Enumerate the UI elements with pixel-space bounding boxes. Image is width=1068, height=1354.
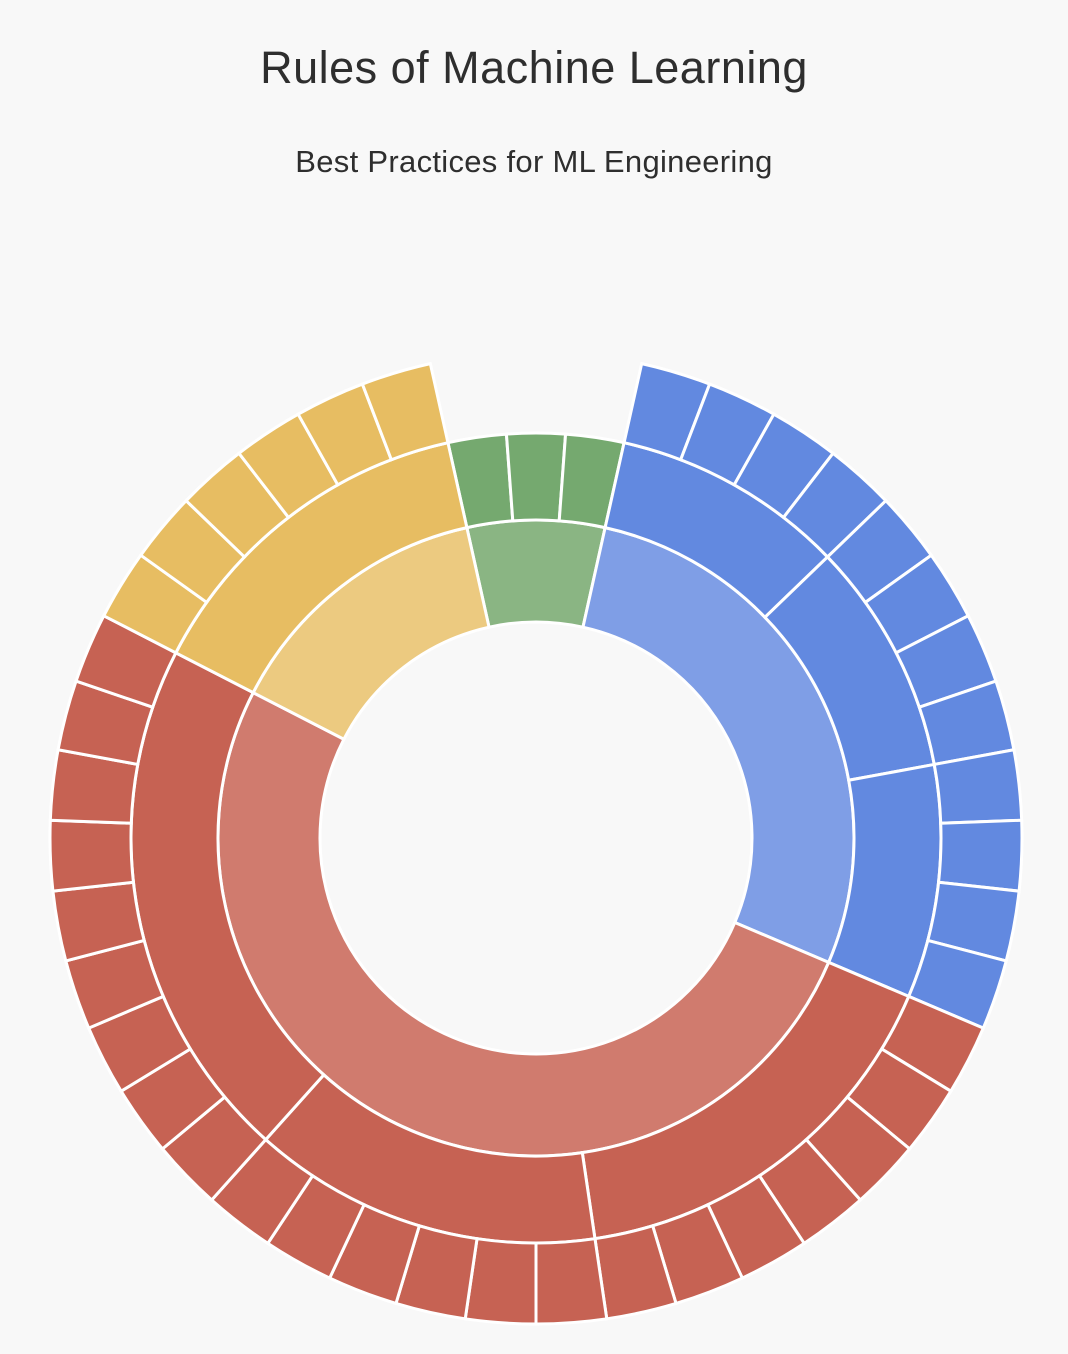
arc-rule-yellow-6[interactable] bbox=[360, 361, 450, 462]
arc-rule-red-19[interactable] bbox=[48, 818, 136, 893]
arc-section-green-2[interactable] bbox=[504, 431, 568, 523]
page-title: Rules of Machine Learning bbox=[260, 42, 808, 93]
page-subtitle: Best Practices for ML Engineering bbox=[295, 144, 773, 179]
arc-rule-blue-10[interactable] bbox=[936, 818, 1024, 893]
arc-rule-red-8[interactable] bbox=[534, 1236, 609, 1326]
arc-rule-blue-9[interactable] bbox=[932, 747, 1024, 825]
arc-phase-green[interactable] bbox=[465, 518, 607, 629]
